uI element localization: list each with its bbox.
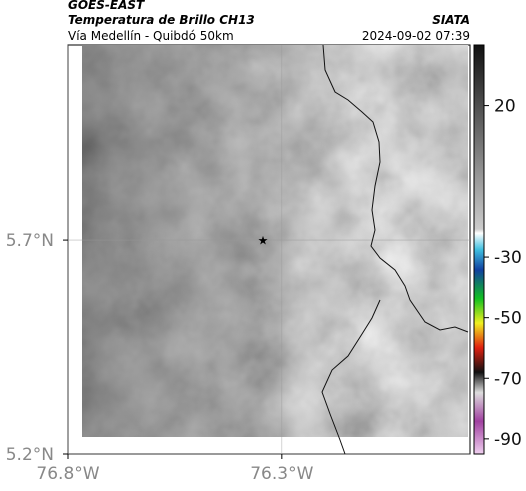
x-tick-label: 76.3°W (250, 464, 313, 484)
colorbar-tick-label: -70 (494, 369, 522, 389)
colorbar-tick-label: 20 (494, 97, 516, 117)
border-line (322, 44, 469, 333)
y-tick-label: 5.2°N (6, 445, 54, 465)
x-tick-label: 76.8°W (36, 464, 99, 484)
borders (321, 44, 469, 455)
source: SIATA (432, 13, 470, 27)
colorbar-tick-label: -50 (494, 309, 522, 329)
timestamp: 2024-09-02 07:39 (362, 29, 470, 43)
colorbar-tick-label: -90 (494, 430, 522, 450)
colorbar (473, 44, 485, 455)
y-tick-label: 5.7°N (6, 231, 54, 251)
colorbar-tick-label: -30 (494, 248, 522, 268)
region: Vía Medellín - Quibdó 50km (68, 29, 234, 43)
location-marker: ★ (258, 234, 269, 248)
shading (82, 45, 468, 437)
title: GOES-EAST (68, 0, 145, 12)
border-line (321, 299, 381, 455)
satellite-image (82, 45, 468, 437)
subtitle: Temperatura de Brillo CH13 (68, 13, 255, 27)
